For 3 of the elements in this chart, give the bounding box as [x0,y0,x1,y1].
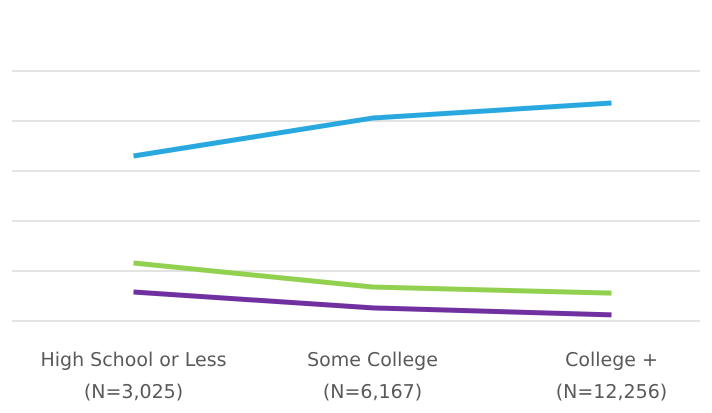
x-tick-label: College + (N=12,256) [556,349,668,403]
x-tick-label: Some College (N=6,167) [307,349,438,403]
x-tick-label: High School or Less (N=3,025) [40,349,227,403]
